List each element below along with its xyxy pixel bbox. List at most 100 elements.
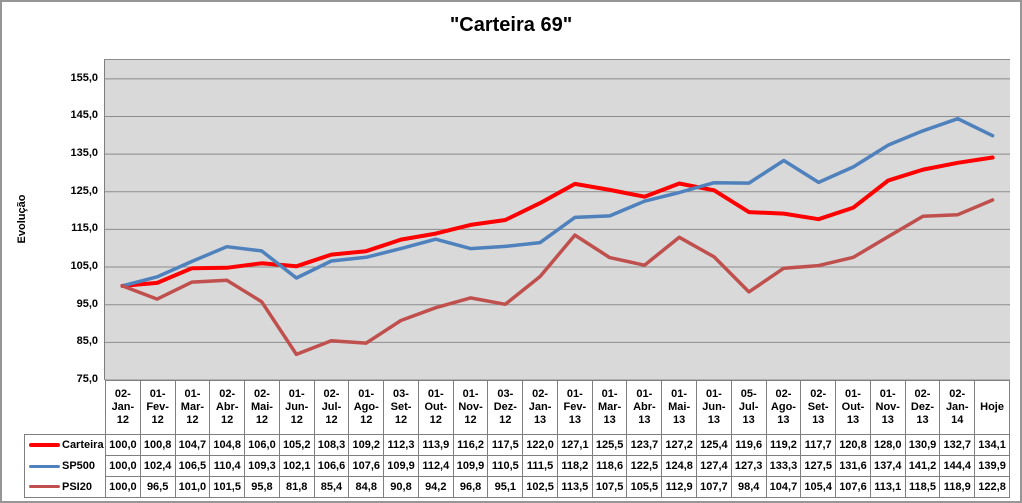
x-category-cell: 01- Nov- 13	[869, 380, 906, 435]
y-tick-label: 105,0	[70, 260, 98, 273]
x-category-cell: 02- Mai- 12	[244, 380, 280, 435]
value-cell: 105,2	[278, 434, 315, 456]
value-cell: 117,5	[487, 434, 524, 456]
value-cell: 101,5	[209, 476, 246, 498]
x-category-cell: 03- Set- 12	[383, 380, 419, 435]
value-cell: 107,5	[591, 476, 628, 498]
y-tick-label: 85,0	[76, 335, 98, 348]
value-cell: 109,9	[452, 455, 489, 477]
value-cell: 133,3	[765, 455, 802, 477]
value-cell: 107,7	[696, 476, 732, 498]
x-category-cell: Hoje	[974, 380, 1010, 435]
line-chart-svg	[105, 78, 1010, 380]
value-cell: 139,9	[974, 455, 1010, 477]
x-category-cell: 02- Jul- 12	[313, 380, 350, 435]
value-cell: 113,1	[869, 476, 906, 498]
x-category-cell: 02- Abr- 12	[209, 380, 246, 435]
legend-label: SP500	[62, 460, 96, 472]
value-cell: 95,1	[487, 476, 524, 498]
value-cell: 85,4	[313, 476, 350, 498]
value-cell: 141,2	[904, 455, 941, 477]
y-tick-label: 95,0	[76, 297, 98, 310]
value-cell: 104,8	[209, 434, 246, 456]
x-category-cell: 01- Out- 13	[835, 380, 871, 435]
value-cell: 128,0	[869, 434, 906, 456]
value-cell: 96,5	[139, 476, 176, 498]
value-cell: 100,0	[105, 476, 141, 498]
value-cell: 116,2	[452, 434, 489, 456]
y-axis-title: Evolução	[16, 194, 28, 244]
value-cell: 127,3	[730, 455, 767, 477]
x-category-cell: 02- Jan- 12	[105, 380, 141, 435]
value-cell: 122,5	[626, 455, 663, 477]
legend-key-icon	[29, 464, 60, 468]
value-cell: 106,5	[174, 455, 211, 477]
value-cell: 120,8	[835, 434, 871, 456]
value-cell: 124,8	[661, 455, 698, 477]
value-cell: 125,5	[591, 434, 628, 456]
value-cell: 95,8	[244, 476, 280, 498]
value-cell: 144,4	[939, 455, 976, 477]
value-cell: 112,4	[417, 455, 454, 477]
value-cell: 94,2	[417, 476, 454, 498]
value-cell: 100,0	[105, 455, 141, 477]
value-cell: 119,2	[765, 434, 802, 456]
value-cell: 98,4	[730, 476, 767, 498]
x-category-cell: 03- Dez- 12	[487, 380, 524, 435]
value-cell: 127,4	[696, 455, 732, 477]
y-tick-label: 145,0	[70, 109, 98, 122]
value-cell: 111,5	[522, 455, 558, 477]
value-cell: 105,5	[626, 476, 663, 498]
x-category-cell: 02- Jan- 14	[939, 380, 976, 435]
legend-item-carteira: Carteira	[24, 434, 106, 456]
data-table: 02- Jan- 12 01- Fev- 12 01- Mar- 12 02- Abr…	[24, 380, 1010, 498]
value-cell: 102,4	[139, 455, 176, 477]
value-cell: 100,0	[105, 434, 141, 456]
series-line-psi20	[120, 198, 995, 357]
legend-item-psi20: PSI20	[24, 476, 106, 498]
x-category-cell: 01- Jun- 12	[278, 380, 315, 435]
x-category-cell: 01- Jun- 13	[696, 380, 732, 435]
table-corner-cell	[25, 381, 106, 435]
y-tick-label: 75,0	[76, 373, 98, 385]
x-category-cell: 02- Ago- 13	[765, 380, 802, 435]
x-category-cell: 02- Dez- 13	[904, 380, 941, 435]
value-cell: 110,4	[209, 455, 246, 477]
value-cell: 118,9	[939, 476, 976, 498]
value-cell: 112,9	[661, 476, 698, 498]
value-cell: 113,5	[556, 476, 593, 498]
value-cell: 84,8	[348, 476, 385, 498]
value-cell: 90,8	[383, 476, 419, 498]
value-cell: 125,4	[696, 434, 732, 456]
value-cell: 118,6	[591, 455, 628, 477]
value-cell: 108,3	[313, 434, 350, 456]
value-cell: 123,7	[626, 434, 663, 456]
series-line-carteira	[120, 155, 995, 288]
x-category-cell: 05- Jul- 13	[730, 380, 767, 435]
value-cell: 119,6	[730, 434, 767, 456]
value-cell: 127,5	[800, 455, 837, 477]
value-cell: 131,6	[835, 455, 871, 477]
value-cell: 104,7	[174, 434, 211, 456]
value-cell: 100,8	[139, 434, 176, 456]
x-category-cell: 01- Ago- 12	[348, 380, 385, 435]
value-cell: 130,9	[904, 434, 941, 456]
value-cell: 102,5	[522, 476, 558, 498]
value-cell: 118,5	[904, 476, 941, 498]
value-cell: 113,9	[417, 434, 454, 456]
chart-title: "Carteira 69"	[449, 14, 573, 36]
value-cell: 110,5	[487, 455, 524, 477]
x-category-cell: 02- Set- 13	[800, 380, 837, 435]
x-category-cell: 02- Jan- 13	[522, 380, 558, 435]
value-cell: 137,4	[869, 455, 906, 477]
y-tick-label: 125,0	[70, 184, 98, 197]
x-category-cell: 01- Mai- 13	[661, 380, 698, 435]
x-category-cell: 01- Fev- 12	[139, 380, 176, 435]
value-cell: 109,9	[383, 455, 419, 477]
legend-key-icon	[29, 443, 60, 448]
value-cell: 107,6	[835, 476, 871, 498]
value-cell: 112,3	[383, 434, 419, 456]
value-cell: 102,1	[278, 455, 315, 477]
x-category-cell: 01- Fev- 13	[556, 380, 593, 435]
